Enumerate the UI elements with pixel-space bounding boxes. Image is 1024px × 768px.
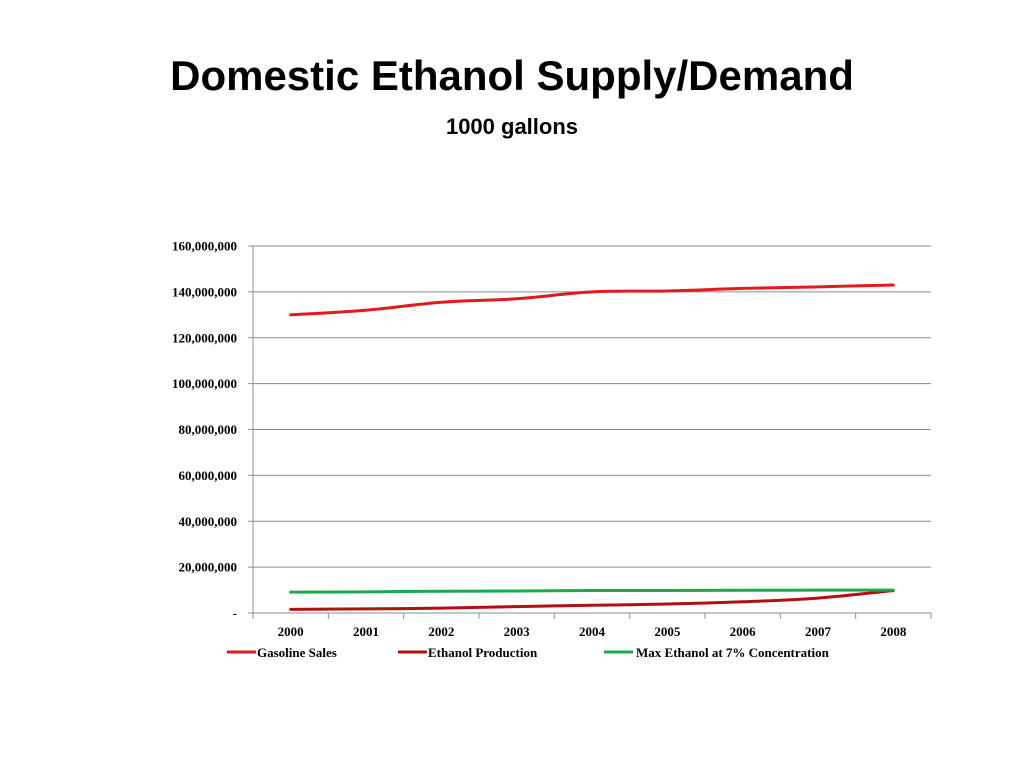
x-axis-tick-labels: 2000 2001 2002 2003 2004 2005 2006 2007 2008 (278, 624, 907, 639)
series-line-1 (289, 589, 895, 611)
legend: Gasoline Sales Ethanol Production Max Etha… (227, 645, 830, 660)
x-tick-label: 2007 (805, 624, 832, 639)
axes (248, 245, 932, 619)
x-tick-label: 2008 (880, 624, 907, 639)
y-tick-label: 40,000,000 (179, 514, 238, 529)
legend-label: Max Ethanol at 7% Concentration (636, 645, 830, 660)
x-tick-label: 2002 (428, 624, 454, 639)
y-axis-tick-labels: - 20,000,000 40,000,000 60,000,000 80,000,00… (172, 239, 237, 621)
y-tick-label: 80,000,000 (179, 422, 238, 437)
slide-title: Domestic Ethanol Supply/Demand (170, 52, 854, 99)
grid-lines (253, 245, 931, 568)
x-tick-label: 2001 (353, 624, 379, 639)
y-tick-label: 160,000,000 (172, 239, 237, 254)
slide-subtitle: 1000 gallons (445, 114, 579, 139)
series-line-0 (289, 283, 895, 317)
y-tick-label: 140,000,000 (172, 284, 237, 299)
x-tick-label: 2004 (579, 624, 606, 639)
x-tick-label: 2006 (730, 624, 757, 639)
series-line-2 (289, 588, 895, 594)
y-tick-label: - (233, 606, 237, 621)
legend-label: Gasoline Sales (257, 645, 337, 660)
x-tick-label: 2003 (504, 624, 531, 639)
y-tick-label: 100,000,000 (172, 376, 237, 391)
y-tick-label: 120,000,000 (172, 330, 237, 345)
y-tick-label: 20,000,000 (179, 560, 238, 575)
x-tick-label: 2000 (278, 624, 304, 639)
series-lines (289, 283, 895, 611)
y-tick-label: 60,000,000 (179, 468, 238, 483)
x-tick-label: 2005 (654, 624, 681, 639)
legend-label: Ethanol Production (428, 645, 538, 660)
